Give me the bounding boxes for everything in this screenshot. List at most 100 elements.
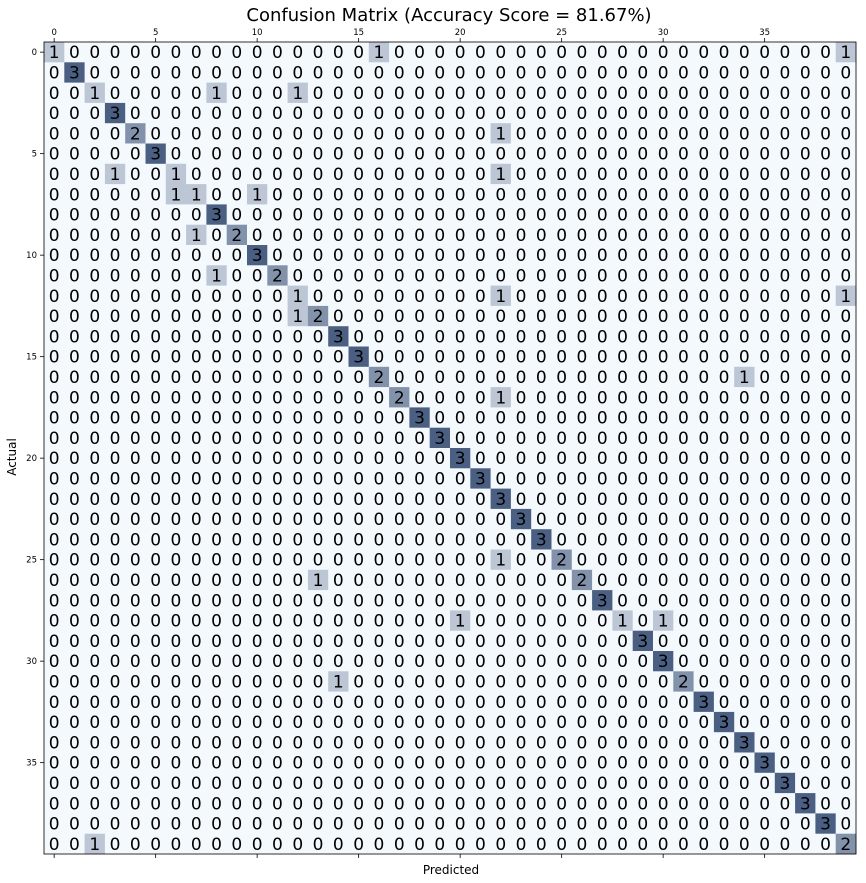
cell-value-label: 0 (374, 754, 385, 774)
heatmap-cell (835, 42, 857, 63)
cell-value-label: 0 (637, 612, 648, 632)
cell-value-label: 0 (150, 429, 161, 449)
cell-value-label: 0 (475, 246, 486, 266)
cell-value-label: 0 (374, 693, 385, 713)
cell-value-label: 3 (211, 206, 222, 226)
cell-value-label: 0 (272, 713, 283, 733)
heatmap-cell (348, 123, 370, 144)
y-axis-label: Actual (5, 438, 19, 476)
cell-value-label: 0 (414, 835, 425, 855)
cell-value-label: 0 (495, 307, 506, 327)
heatmap-cell (186, 102, 207, 124)
heatmap-cell (429, 163, 451, 185)
cell-value-label: 0 (313, 815, 324, 835)
cell-value-label: 0 (374, 84, 385, 104)
cell-value-label: 0 (313, 652, 324, 672)
heatmap-cell (104, 204, 126, 226)
cell-value-label: 0 (800, 388, 811, 408)
cell-value-label: 0 (394, 815, 405, 835)
cell-value-label: 0 (678, 63, 689, 83)
cell-value-label: 0 (516, 591, 527, 611)
cell-value-label: 0 (800, 490, 811, 510)
cell-value-label: 0 (617, 571, 628, 591)
cell-value-label: 0 (840, 246, 851, 266)
cell-value-label: 0 (617, 409, 628, 429)
heatmap-cell (815, 82, 837, 104)
heatmap-cell (551, 42, 573, 63)
cell-value-label: 0 (394, 551, 405, 571)
heatmap-cell (64, 143, 85, 165)
cell-value-label: 0 (313, 551, 324, 571)
cell-value-label: 0 (292, 571, 303, 591)
heatmap-cell (206, 62, 228, 83)
cell-value-label: 0 (313, 510, 324, 530)
cell-value-label: 0 (89, 815, 100, 835)
heatmap-cell (287, 62, 309, 83)
heatmap-cell (693, 102, 715, 124)
cell-value-label: 0 (678, 43, 689, 63)
cell-value-label: 0 (617, 530, 628, 550)
cell-value-label: 0 (455, 571, 466, 591)
cell-value-label: 0 (780, 612, 791, 632)
heatmap-cell (104, 42, 126, 63)
cell-value-label: 0 (637, 449, 648, 469)
heatmap-cell (145, 42, 167, 63)
cell-value-label: 0 (394, 591, 405, 611)
cell-value-label: 0 (69, 368, 80, 388)
cell-value-label: 0 (739, 409, 750, 429)
cell-value-label: 0 (394, 185, 405, 205)
cell-value-label: 0 (597, 104, 608, 124)
cell-value-label: 0 (475, 429, 486, 449)
cell-value-label: 0 (374, 429, 385, 449)
cell-value-label: 0 (171, 409, 182, 429)
cell-value-label: 0 (211, 733, 222, 753)
cell-value-label: 0 (780, 388, 791, 408)
cell-value-label: 0 (252, 672, 263, 692)
cell-value-label: 0 (739, 591, 750, 611)
heatmap-cell (835, 102, 857, 124)
cell-value-label: 0 (678, 287, 689, 307)
heatmap-cell (510, 102, 532, 124)
cell-value-label: 0 (739, 246, 750, 266)
cell-value-label: 0 (719, 733, 730, 753)
y-tick-label: 10 (26, 251, 37, 261)
cell-value-label: 0 (820, 165, 831, 185)
cell-value-label: 0 (89, 591, 100, 611)
cell-value-label: 0 (475, 449, 486, 469)
cell-value-label: 0 (759, 510, 770, 530)
cell-value-label: 0 (394, 266, 405, 286)
heatmap-cell (612, 42, 634, 63)
cell-value-label: 0 (820, 652, 831, 672)
heatmap-cell (510, 42, 532, 63)
cell-value-label: 0 (374, 510, 385, 530)
cell-value-label: 1 (495, 165, 506, 185)
cell-value-label: 0 (292, 835, 303, 855)
cell-value-label: 0 (110, 185, 121, 205)
cell-value-label: 0 (171, 368, 182, 388)
cell-value-label: 0 (739, 652, 750, 672)
cell-value-label: 0 (577, 266, 588, 286)
cell-value-label: 0 (313, 104, 324, 124)
cell-value-label: 0 (719, 104, 730, 124)
cell-value-label: 0 (171, 774, 182, 794)
cell-value-label: 0 (759, 206, 770, 226)
cell-value-label: 0 (658, 266, 669, 286)
cell-value-label: 0 (191, 490, 202, 510)
cell-value-label: 0 (455, 754, 466, 774)
cell-value-label: 0 (292, 693, 303, 713)
cell-value-label: 0 (617, 835, 628, 855)
heatmap-cell (632, 42, 654, 63)
cell-value-label: 0 (130, 368, 141, 388)
cell-value-label: 0 (840, 185, 851, 205)
cell-value-label: 0 (516, 815, 527, 835)
cell-value-label: 0 (516, 43, 527, 63)
cell-value-label: 0 (536, 510, 547, 530)
cell-value-label: 0 (49, 327, 60, 347)
heatmap-cell (774, 102, 796, 124)
cell-value-label: 0 (89, 287, 100, 307)
cell-value-label: 0 (637, 490, 648, 510)
cell-value-label: 0 (89, 246, 100, 266)
cell-value-label: 0 (69, 287, 80, 307)
cell-value-label: 0 (313, 185, 324, 205)
cell-value-label: 0 (110, 733, 121, 753)
